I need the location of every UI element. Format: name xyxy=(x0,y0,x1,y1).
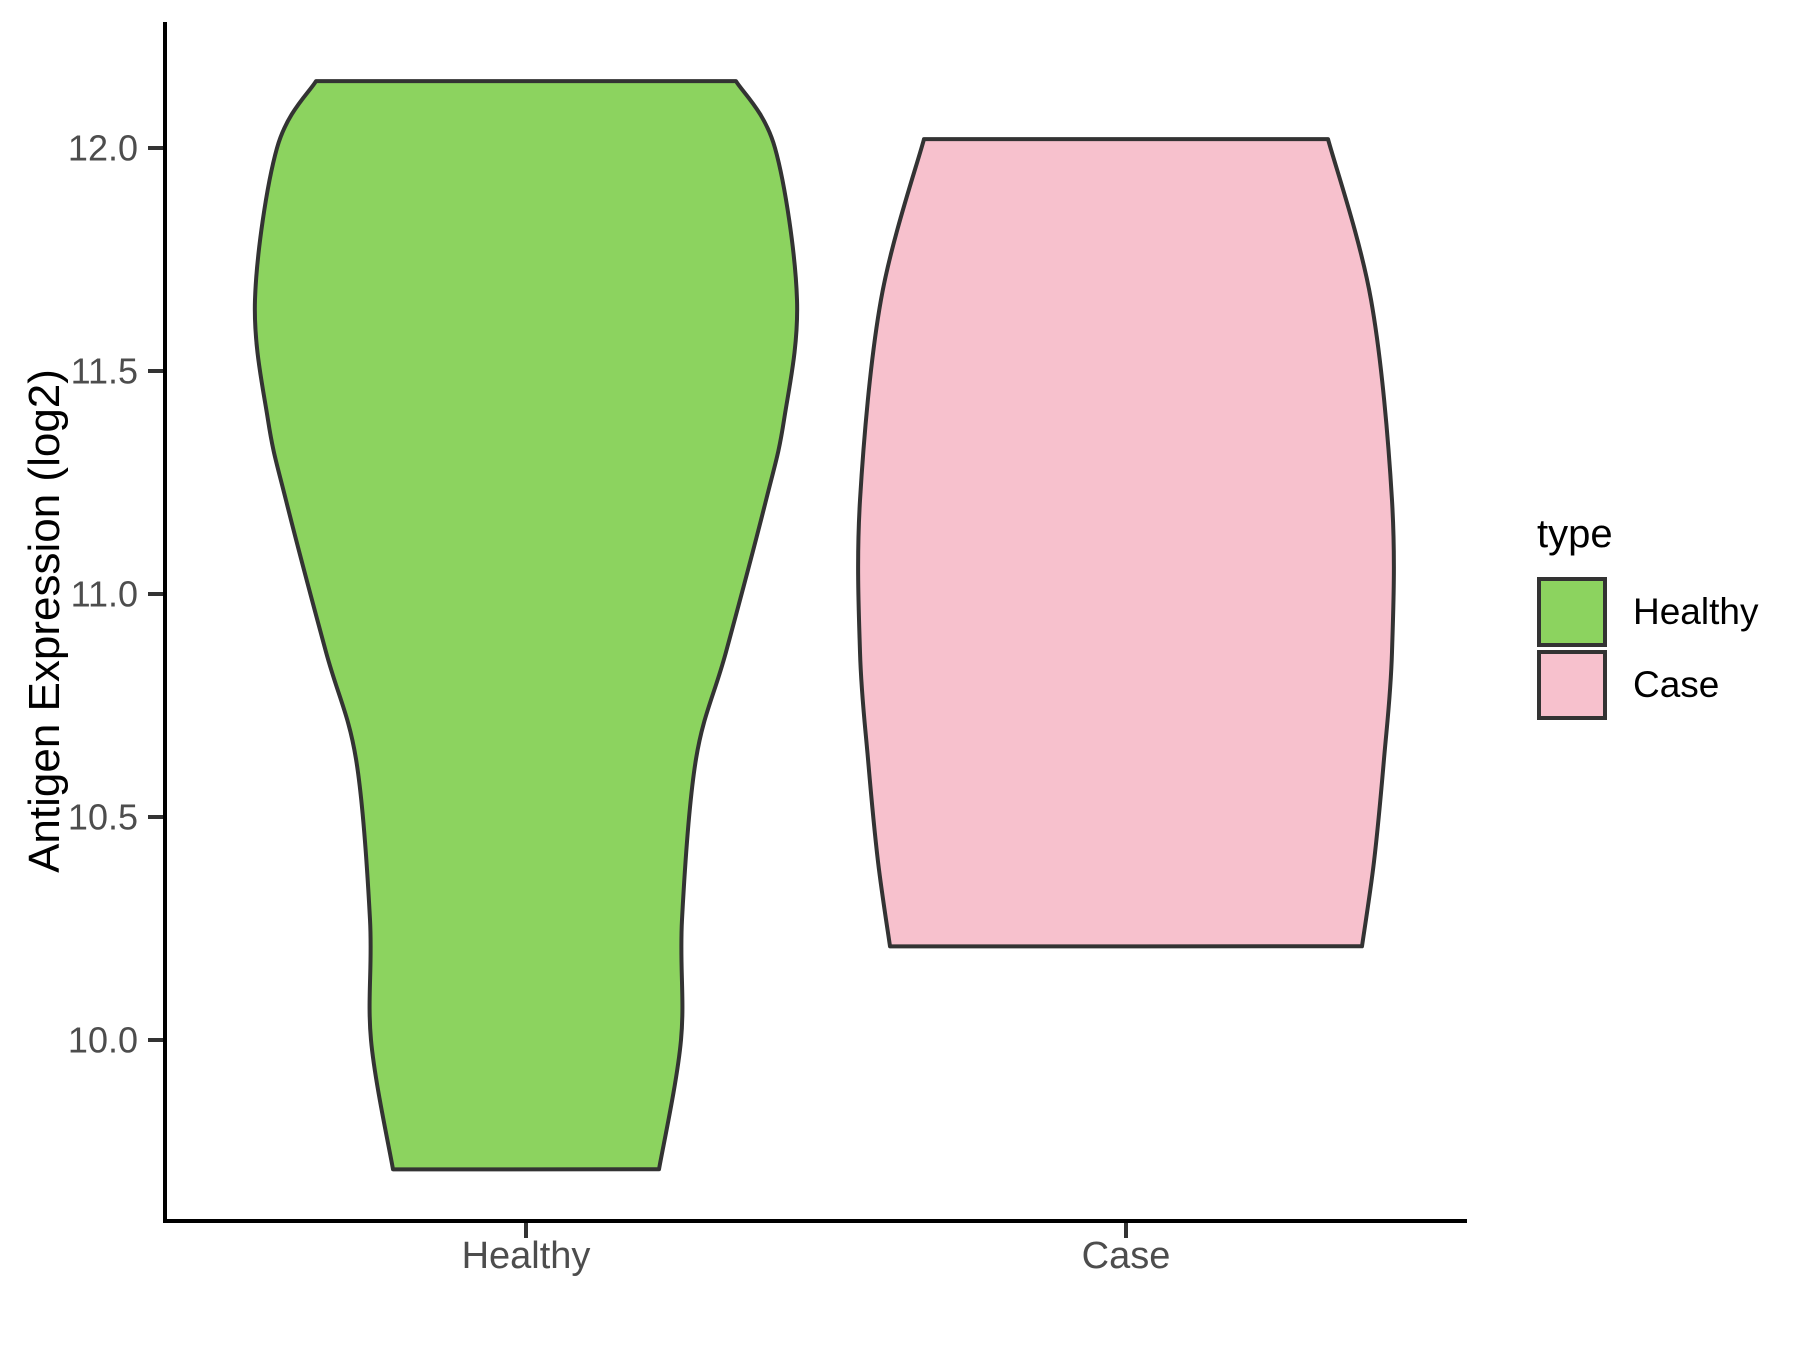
axes-layer xyxy=(148,22,1467,1238)
x-category-label: Healthy xyxy=(462,1235,591,1277)
violin-healthy xyxy=(252,79,800,1172)
y-tick-label: 12.0 xyxy=(68,128,138,169)
legend-entry-case: Case xyxy=(1537,650,1758,720)
legend: type Healthy Case xyxy=(1537,512,1758,720)
legend-title: type xyxy=(1537,512,1613,556)
y-axis-title: Antigen Expression (log2) xyxy=(20,369,69,873)
y-tick-label: 10.0 xyxy=(68,1020,138,1061)
y-tick-label: 11.5 xyxy=(71,351,138,392)
y-tick-label: 10.5 xyxy=(68,797,138,838)
legend-key-swatch xyxy=(1537,650,1607,720)
x-category-label: Case xyxy=(1082,1235,1171,1277)
y-tick-label: 11.0 xyxy=(71,574,138,615)
legend-key-swatch xyxy=(1537,577,1607,647)
legend-entry-label: Healthy xyxy=(1633,591,1759,632)
legend-entries: Healthy Case xyxy=(1537,577,1758,720)
violins-layer xyxy=(252,79,1396,1172)
axis-labels-layer: 12.0 11.5 11.0 10.5 10.0 Healthy Case xyxy=(68,128,1170,1277)
legend-entry-healthy: Healthy xyxy=(1537,577,1758,647)
legend-entry-label: Case xyxy=(1633,664,1720,705)
violin-case xyxy=(856,137,1396,949)
